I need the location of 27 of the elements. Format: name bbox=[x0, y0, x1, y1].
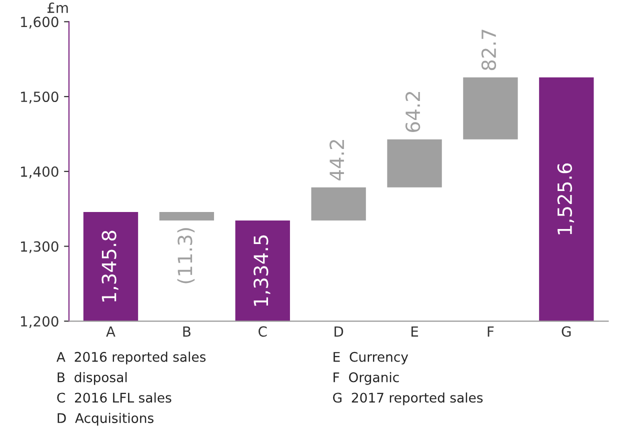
y-tick-label: 1,300 bbox=[21, 241, 58, 254]
y-tick-label: 1,600 bbox=[21, 16, 58, 29]
data-label: 82.7 bbox=[481, 30, 496, 70]
data-label: 64.2 bbox=[405, 92, 420, 132]
data-label: 1,345.8 bbox=[102, 230, 118, 302]
text: B disposal bbox=[58, 372, 127, 385]
y-tick-label: 1,500 bbox=[21, 92, 58, 104]
text: A 2016 reported sales bbox=[56, 352, 206, 364]
y-tick-label: 1,400 bbox=[21, 166, 58, 178]
x-tick-label: B bbox=[183, 326, 190, 337]
text: E Currency bbox=[334, 352, 408, 364]
x-tick-label: A bbox=[106, 326, 116, 337]
x-tick-label: E bbox=[412, 326, 418, 337]
text: C 2016 LFL sales bbox=[57, 392, 172, 403]
text: G 2017 reported sales bbox=[333, 392, 483, 406]
x-tick-label: G bbox=[562, 326, 571, 337]
y-axis-title: £m bbox=[47, 2, 68, 13]
text: F Organic bbox=[334, 372, 399, 385]
data-label: 1,334.5 bbox=[254, 235, 270, 306]
text: D Acquisitions bbox=[58, 412, 154, 426]
x-tick-label: F bbox=[488, 326, 494, 337]
data-label: 1,525.6 bbox=[557, 163, 574, 234]
data-label: (11.3) bbox=[177, 228, 195, 284]
y-tick-label: 1,200 bbox=[21, 316, 58, 328]
x-tick-label: C bbox=[258, 326, 267, 337]
x-tick-label: D bbox=[334, 326, 344, 337]
data-label: 44.2 bbox=[330, 140, 344, 180]
